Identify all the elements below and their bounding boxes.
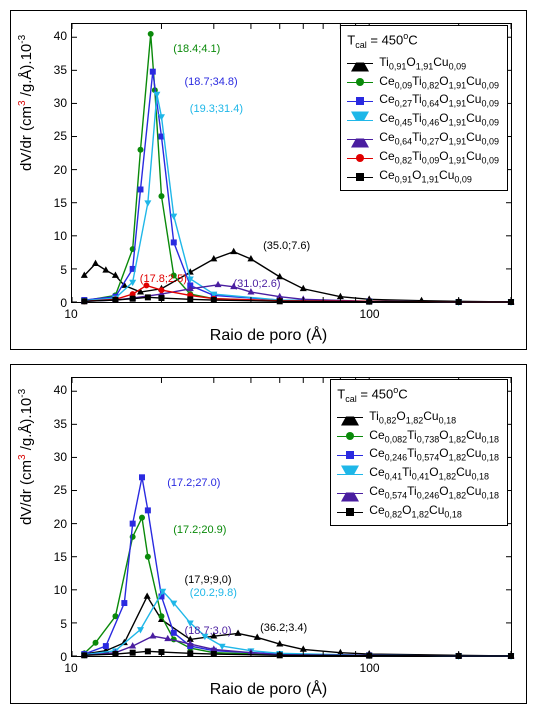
ytick-label: 25	[47, 129, 67, 143]
legend-label: Ti0,82O1,82Cu0,18	[369, 408, 456, 427]
legend-title: Tcal = 450oC	[337, 384, 499, 406]
ytick-label: 20	[47, 517, 67, 531]
legend-2: Tcal = 450oC Ti0,82O1,82Cu0,18 Ce0,082Ti…	[330, 379, 508, 526]
xtick-label: 100	[360, 661, 380, 675]
legend-row: Ce0,09Ti0,82O1,91Cu0,09	[347, 73, 499, 92]
legend-label: Ce0,246Ti0,574O1,82Cu0,18	[369, 445, 499, 464]
legend-label: Ce0,082Ti0,738O1,82Cu0,18	[369, 427, 499, 446]
xaxis-label-2: Raio de poro (Å)	[210, 681, 327, 699]
legend-row: Ce0,45Ti0,46O1,91Cu0,09	[347, 110, 499, 129]
ytick-label: 35	[47, 417, 67, 431]
ytick-label: 40	[47, 29, 67, 43]
legend-row: Ce0,082Ti0,738O1,82Cu0,18	[337, 427, 499, 446]
annotation: (17.8;2.5)	[140, 273, 187, 285]
legend-row: Ce0,246Ti0,574O1,82Cu0,18	[337, 445, 499, 464]
legend-label: Ce0,82O1,82Cu0,18	[369, 502, 462, 521]
annotation: (18.4;4.1)	[173, 43, 220, 55]
ytick-label: 30	[47, 96, 67, 110]
ytick-label: 35	[47, 63, 67, 77]
legend-label: Ce0,82Ti0,09O1,91Cu0,09	[379, 148, 499, 167]
legend-row: Ce0,64Ti0,27O1,91Cu0,09	[347, 129, 499, 148]
legend-label: Ce0,27Ti0,64O1,91Cu0,09	[379, 91, 499, 110]
legend-label: Ce0,41Ti0,41O1,82Cu0,18	[369, 464, 489, 483]
legend-label: Ce0,45Ti0,46O1,91Cu0,09	[379, 110, 499, 129]
annotation: (31.0;2.6)	[233, 278, 280, 290]
ytick-label: 15	[47, 196, 67, 210]
annotation: (20.2;9.8)	[190, 587, 237, 599]
ytick-label: 20	[47, 163, 67, 177]
ytick-label: 15	[47, 550, 67, 564]
ytick-label: 5	[47, 263, 67, 277]
yaxis-label-2: dV/dr (cm3 /g.Å).10-3	[17, 389, 35, 525]
xtick-label: 10	[64, 307, 77, 321]
chart-1: Tcal = 450oC Ti0,91O1,91Cu0,09 Ce0,09Ti0…	[10, 10, 527, 350]
legend-row: Ce0,574Ti0,246O1,82Cu0,18	[337, 483, 499, 502]
xtick-label: 100	[360, 307, 380, 321]
ytick-label: 5	[47, 617, 67, 631]
legend-row: Ce0,27Ti0,64O1,91Cu0,09	[347, 91, 499, 110]
ytick-label: 30	[47, 450, 67, 464]
legend-label: Ce0,91O1,91Cu0,09	[379, 167, 472, 186]
annotation: (18.7;34.8)	[185, 76, 238, 88]
legend-row: Ce0,41Ti0,41O1,82Cu0,18	[337, 464, 499, 483]
ytick-label: 10	[47, 229, 67, 243]
legend-row: Ti0,91O1,91Cu0,09	[347, 54, 499, 73]
chart-2: Tcal = 450oC Ti0,82O1,82Cu0,18 Ce0,082Ti…	[10, 364, 527, 704]
annotation: (18.7;3.0)	[185, 625, 232, 637]
legend-label: Ti0,91O1,91Cu0,09	[379, 54, 466, 73]
legend-1: Tcal = 450oC Ti0,91O1,91Cu0,09 Ce0,09Ti0…	[340, 25, 508, 191]
legend-label: Ce0,64Ti0,27O1,91Cu0,09	[379, 129, 499, 148]
annotation: (17,9;9,0)	[185, 574, 232, 586]
legend-row: Ce0,82O1,82Cu0,18	[337, 502, 499, 521]
yaxis-label-1: dV/dr (cm3 /g.Å).10-3	[17, 35, 35, 171]
legend-title: Tcal = 450oC	[347, 30, 499, 52]
legend-label: Ce0,574Ti0,246O1,82Cu0,18	[369, 483, 499, 502]
annotation: (17.2;27.0)	[167, 477, 220, 489]
ytick-label: 40	[47, 383, 67, 397]
ytick-label: 10	[47, 583, 67, 597]
legend-label: Ce0,09Ti0,82O1,91Cu0,09	[379, 73, 499, 92]
xaxis-label-1: Raio de poro (Å)	[210, 327, 327, 345]
ytick-label: 25	[47, 483, 67, 497]
annotation: (17.2;20.9)	[173, 524, 226, 536]
annotation: (36.2;3.4)	[260, 622, 307, 634]
legend-row: Ti0,82O1,82Cu0,18	[337, 408, 499, 427]
xtick-label: 10	[64, 661, 77, 675]
legend-row: Ce0,82Ti0,09O1,91Cu0,09	[347, 148, 499, 167]
legend-row: Ce0,91O1,91Cu0,09	[347, 167, 499, 186]
annotation: (35.0;7.6)	[263, 240, 310, 252]
annotation: (19.3;31.4)	[190, 103, 243, 115]
